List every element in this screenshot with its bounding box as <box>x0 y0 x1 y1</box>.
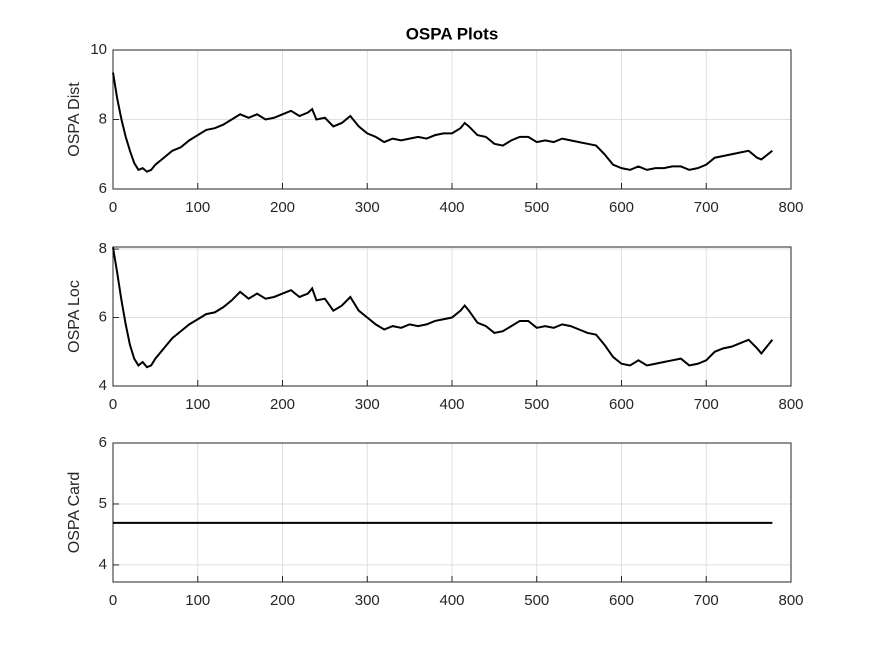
y-tick-label: 6 <box>99 308 107 325</box>
y-axis-label: OSPA Card <box>66 472 83 554</box>
x-tick-label: 400 <box>439 199 464 216</box>
x-tick-label: 600 <box>609 396 634 413</box>
x-tick-label: 700 <box>694 396 719 413</box>
x-tick-label: 800 <box>778 199 803 216</box>
x-tick-label: 300 <box>355 396 380 413</box>
axes-frame <box>112 49 792 190</box>
data-line <box>112 72 773 173</box>
x-tick-label: 300 <box>355 199 380 216</box>
x-tick-label: 400 <box>439 396 464 413</box>
x-tick-label: 800 <box>778 592 803 609</box>
x-tick-label: 500 <box>524 396 549 413</box>
x-tick-label: 0 <box>109 396 117 413</box>
chart-title: OSPA Plots <box>406 24 499 43</box>
x-tick-label: 100 <box>185 592 210 609</box>
x-tick-label: 800 <box>778 396 803 413</box>
x-tick-label: 0 <box>109 592 117 609</box>
x-tick-label: 600 <box>609 199 634 216</box>
y-tick-label: 10 <box>90 41 107 58</box>
y-tick-label: 4 <box>99 556 107 573</box>
y-tick-label: 4 <box>99 377 107 394</box>
x-tick-label: 700 <box>694 592 719 609</box>
x-tick-label: 100 <box>185 396 210 413</box>
y-tick-label: 6 <box>99 434 107 451</box>
data-line <box>112 247 774 369</box>
x-tick-label: 0 <box>109 199 117 216</box>
x-tick-label: 500 <box>524 592 549 609</box>
y-tick-label: 8 <box>99 110 107 127</box>
y-tick-label: 8 <box>99 240 107 257</box>
y-axis-label: OSPA Dist <box>66 82 83 157</box>
axes-frame <box>112 442 792 583</box>
y-tick-label: 5 <box>99 495 107 512</box>
x-tick-label: 400 <box>439 592 464 609</box>
y-axis-label: OSPA Loc <box>66 280 83 353</box>
x-tick-label: 500 <box>524 199 549 216</box>
y-tick-label: 6 <box>99 180 107 197</box>
x-tick-label: 100 <box>185 199 210 216</box>
x-tick-label: 300 <box>355 592 380 609</box>
x-tick-label: 200 <box>270 199 295 216</box>
x-tick-label: 200 <box>270 396 295 413</box>
x-tick-label: 700 <box>694 199 719 216</box>
x-tick-label: 200 <box>270 592 295 609</box>
x-tick-label: 600 <box>609 592 634 609</box>
axes-frame <box>112 246 792 387</box>
